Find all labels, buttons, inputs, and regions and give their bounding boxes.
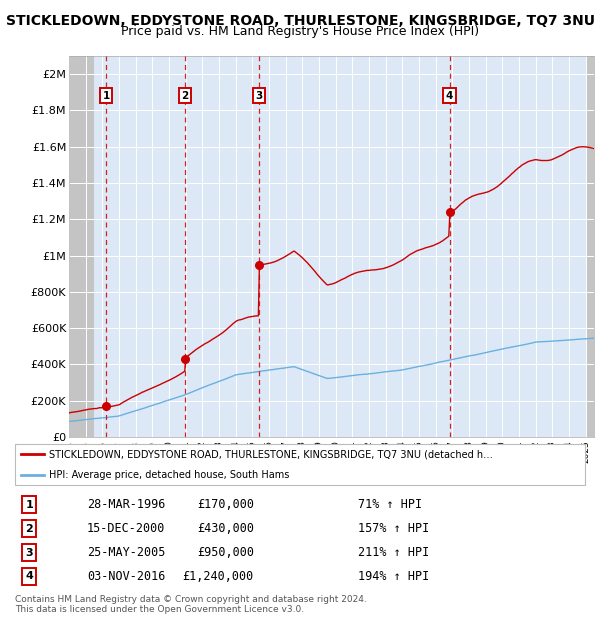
Text: 2: 2 <box>25 523 33 534</box>
Text: 15-DEC-2000: 15-DEC-2000 <box>87 522 165 535</box>
Text: HPI: Average price, detached house, South Hams: HPI: Average price, detached house, Sout… <box>49 469 290 480</box>
Text: £1,240,000: £1,240,000 <box>182 570 254 583</box>
Text: 71% ↑ HPI: 71% ↑ HPI <box>358 498 422 511</box>
Text: 157% ↑ HPI: 157% ↑ HPI <box>358 522 429 535</box>
FancyBboxPatch shape <box>15 444 585 485</box>
Bar <box>586 56 594 437</box>
Bar <box>69 56 94 437</box>
Text: 3: 3 <box>255 91 262 101</box>
Text: £170,000: £170,000 <box>197 498 254 511</box>
Text: This data is licensed under the Open Government Licence v3.0.: This data is licensed under the Open Gov… <box>15 605 304 614</box>
Text: 2: 2 <box>181 91 188 101</box>
Text: 03-NOV-2016: 03-NOV-2016 <box>87 570 165 583</box>
Text: STICKLEDOWN, EDDYSTONE ROAD, THURLESTONE, KINGSBRIDGE, TQ7 3NU (detached h…: STICKLEDOWN, EDDYSTONE ROAD, THURLESTONE… <box>49 449 493 459</box>
Text: 1: 1 <box>25 500 33 510</box>
Text: 4: 4 <box>446 91 454 101</box>
Text: £950,000: £950,000 <box>197 546 254 559</box>
Text: Price paid vs. HM Land Registry's House Price Index (HPI): Price paid vs. HM Land Registry's House … <box>121 25 479 38</box>
Bar <box>69 56 94 437</box>
Text: 1: 1 <box>103 91 110 101</box>
Text: 4: 4 <box>25 572 33 582</box>
Text: Contains HM Land Registry data © Crown copyright and database right 2024.: Contains HM Land Registry data © Crown c… <box>15 595 367 604</box>
Text: STICKLEDOWN, EDDYSTONE ROAD, THURLESTONE, KINGSBRIDGE, TQ7 3NU: STICKLEDOWN, EDDYSTONE ROAD, THURLESTONE… <box>5 14 595 28</box>
Text: 3: 3 <box>25 547 33 557</box>
Bar <box>586 56 594 437</box>
Text: 194% ↑ HPI: 194% ↑ HPI <box>358 570 429 583</box>
Text: 211% ↑ HPI: 211% ↑ HPI <box>358 546 429 559</box>
Text: 28-MAR-1996: 28-MAR-1996 <box>87 498 165 511</box>
Text: £430,000: £430,000 <box>197 522 254 535</box>
Text: 25-MAY-2005: 25-MAY-2005 <box>87 546 165 559</box>
